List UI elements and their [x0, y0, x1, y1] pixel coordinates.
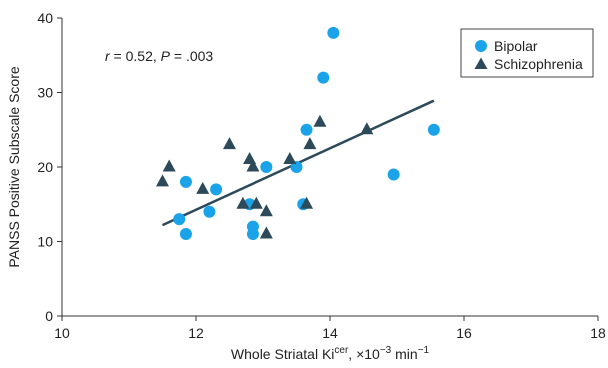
y-tick-label: 40	[37, 10, 53, 26]
x-axis-title: Whole Striatal Kicer, ×10−3 min−1	[231, 345, 430, 362]
bipolar-point	[179, 228, 192, 241]
y-tick-label: 30	[37, 85, 53, 101]
legend: Bipolar Schizophrenia	[460, 28, 594, 78]
bipolar-point	[317, 71, 330, 84]
schizophrenia-point	[249, 196, 263, 209]
schizophrenia-point	[156, 174, 169, 187]
schizophrenia-point	[300, 196, 314, 209]
bipolar-point	[246, 228, 259, 241]
x-tick-label: 16	[456, 325, 472, 341]
data-points	[156, 26, 440, 241]
schizophrenia-point	[162, 159, 176, 172]
schizophrenia-point	[196, 181, 210, 194]
schizophrenia-point	[313, 114, 327, 127]
bipolar-point	[179, 175, 192, 188]
legend-schizophrenia-label: Schizophrenia	[494, 56, 583, 72]
y-tick-label: 20	[37, 159, 53, 175]
bipolar-point	[210, 183, 223, 196]
legend-bipolar-label: Bipolar	[494, 38, 538, 54]
x-tick-label: 18	[590, 325, 606, 341]
x-tick-label: 10	[54, 325, 70, 341]
y-tick-label: 0	[45, 308, 53, 324]
x-tick-label: 12	[188, 325, 204, 341]
y-axis-title: PANSS Positive Subscale Score	[6, 66, 22, 267]
bipolar-point	[427, 123, 440, 136]
schizophrenia-point	[283, 152, 297, 165]
schizophrenia-point	[246, 159, 260, 172]
bipolar-point	[203, 205, 216, 218]
schizophrenia-point	[303, 137, 317, 150]
legend-bipolar-marker	[475, 40, 487, 52]
schizophrenia-point	[236, 196, 250, 209]
schizophrenia-point	[259, 226, 273, 239]
bipolar-point	[387, 168, 400, 181]
schizophrenia-point	[360, 122, 374, 135]
schizophrenia-point	[259, 204, 273, 217]
bipolar-point	[300, 123, 313, 136]
correlation-annotation: r = 0.52, P = .003	[105, 48, 213, 64]
legend-schizophrenia-marker	[474, 57, 488, 69]
bipolar-point	[327, 26, 340, 39]
x-tick-label: 14	[322, 325, 338, 341]
bipolar-point	[173, 213, 186, 226]
bipolar-point	[260, 161, 273, 173]
y-tick-label: 10	[37, 234, 53, 250]
schizophrenia-point	[223, 137, 236, 150]
